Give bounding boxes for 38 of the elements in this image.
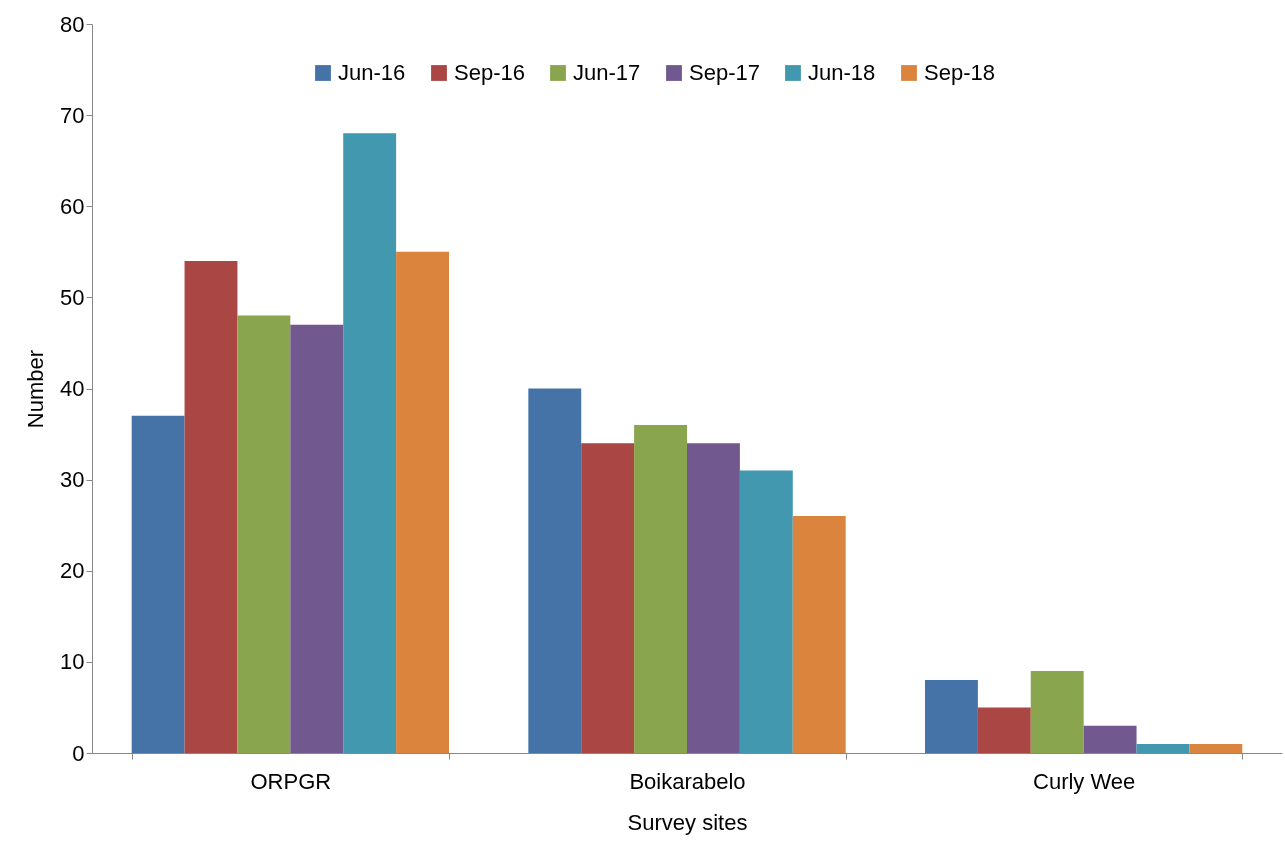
y-tick-label: 70	[60, 102, 85, 128]
bar	[1136, 743, 1190, 753]
bar	[634, 424, 687, 753]
legend-label: Jun-16	[338, 60, 406, 85]
bar	[290, 324, 344, 753]
bar	[237, 315, 291, 753]
legend-label: Sep-18	[924, 60, 995, 85]
bar	[396, 251, 449, 753]
legend-label: Jun-18	[808, 60, 876, 85]
y-tick-label: 20	[60, 558, 85, 584]
y-axis-title: Number	[23, 349, 49, 429]
y-tick-label: 10	[60, 649, 85, 675]
bar	[184, 260, 238, 753]
bar	[1083, 725, 1137, 753]
bar	[131, 415, 185, 753]
legend-label: Sep-16	[454, 60, 525, 85]
bar	[1189, 743, 1243, 753]
y-tick-label: 0	[72, 740, 85, 766]
x-tick-label: Curly Wee	[1033, 768, 1136, 794]
legend-label: Jun-17	[573, 60, 641, 85]
bar	[792, 516, 846, 753]
bar	[581, 443, 635, 753]
y-tick-label: 60	[60, 193, 85, 219]
x-axis-title: Survey sites	[627, 809, 748, 835]
y-tick-label: 30	[60, 467, 85, 493]
bar	[739, 470, 793, 753]
y-tick-label: 40	[60, 376, 85, 401]
bar	[687, 443, 740, 753]
bar	[528, 388, 582, 753]
y-tick-label: 50	[60, 284, 85, 310]
x-tick-label: ORPGR	[250, 768, 332, 794]
legend-label: Sep-17	[689, 60, 760, 85]
bar	[1030, 670, 1084, 753]
x-tick-label: Boikarabelo	[629, 768, 746, 794]
y-tick-label: 80	[60, 11, 85, 37]
bar	[977, 707, 1031, 753]
bar	[925, 680, 978, 753]
bar	[343, 133, 397, 753]
